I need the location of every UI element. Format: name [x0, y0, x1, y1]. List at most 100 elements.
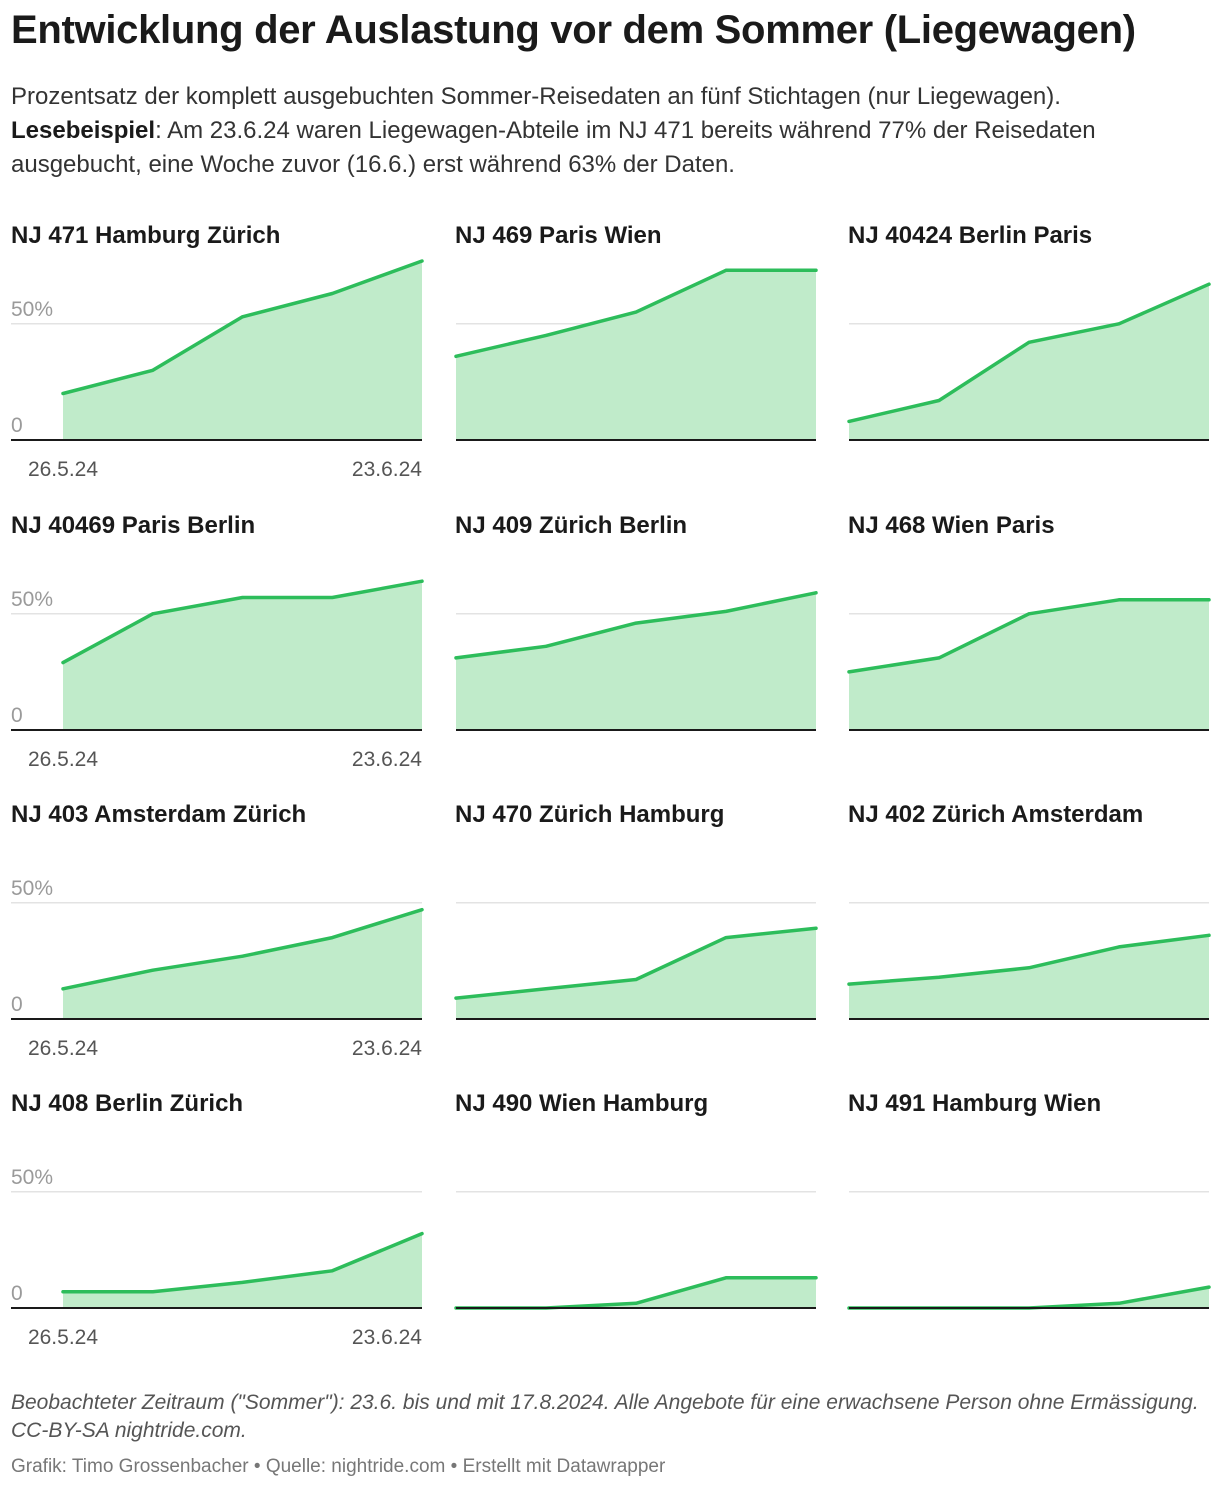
data-point — [634, 1301, 638, 1305]
area-chart: 50% 026.5.24 23.6.24 — [11, 579, 424, 771]
area-chart — [454, 591, 818, 731]
data-point — [1207, 598, 1211, 602]
subtitle-reading-example-text: : Am 23.6.24 waren Liegewagen-Abteile im… — [11, 117, 1096, 178]
x-tick-label: 26.5.24 — [28, 458, 98, 481]
data-point — [61, 987, 65, 991]
data-point — [847, 982, 851, 986]
data-point — [1117, 945, 1121, 949]
subtitle-reading-example-label: Lesebeispiel — [11, 117, 156, 144]
data-point — [151, 968, 155, 972]
data-point — [814, 926, 818, 930]
byline-separator: • — [445, 1456, 463, 1477]
footer-note: Beobachteter Zeitraum ("Sommer"): 23.6. … — [11, 1391, 1199, 1442]
data-point — [544, 333, 548, 337]
series-area — [456, 270, 816, 440]
data-point — [544, 987, 548, 991]
data-point — [420, 579, 424, 583]
data-point — [1117, 1301, 1121, 1305]
data-point — [420, 908, 424, 912]
data-point — [544, 644, 548, 648]
data-point — [241, 315, 244, 319]
data-point — [847, 670, 851, 674]
data-point — [1117, 598, 1121, 602]
data-point — [1207, 282, 1211, 286]
data-point — [724, 609, 728, 613]
data-point — [241, 596, 244, 599]
data-point — [330, 1269, 334, 1273]
chart-panel: 50% 0 26.5.24 23.6.24 NJ 403 Amsterdam Züric… — [11, 801, 424, 1081]
data-point — [241, 1280, 244, 1284]
y-tick-label: 50% — [11, 877, 53, 900]
chart-panel: NJ 490 Wien Hamburg — [454, 1090, 835, 1370]
panel-title: NJ 408 Berlin Zürich — [11, 1090, 244, 1117]
area-chart — [847, 1191, 1211, 1310]
chart-panel: 50% 0 26.5.24 23.6.24 NJ 40469 Paris Berlin — [11, 512, 424, 792]
byline-separator: • — [248, 1456, 266, 1477]
series-area — [456, 1277, 816, 1308]
x-tick-label: 23.6.24 — [352, 1326, 422, 1349]
data-point — [634, 978, 638, 981]
chart-panel: NJ 40424 Berlin Paris — [847, 222, 1220, 502]
y-tick-label: 50% — [11, 298, 53, 321]
panel-title: NJ 490 Wien Hamburg — [455, 1090, 709, 1117]
panel-title: NJ 468 Wien Paris — [848, 512, 1055, 539]
chart-panel: NJ 468 Wien Paris — [847, 512, 1220, 792]
series-area — [849, 1287, 1209, 1308]
area-chart: 50% 026.5.24 23.6.24 — [11, 1166, 424, 1349]
chart-panel: NJ 491 Hamburg Wien — [847, 1090, 1220, 1370]
y-tick-label: 0 — [11, 1282, 23, 1305]
y-tick-label: 0 — [11, 414, 23, 437]
data-point — [1207, 933, 1211, 937]
area-chart — [454, 268, 818, 441]
data-point — [61, 1290, 65, 1294]
y-tick-label: 0 — [11, 993, 23, 1016]
y-tick-label: 50% — [11, 588, 53, 611]
series-area — [849, 599, 1209, 730]
y-tick-label: 50% — [11, 1166, 53, 1189]
tool-text: Erstellt mit Datawrapper — [462, 1456, 666, 1477]
area-chart — [454, 1191, 818, 1310]
data-point — [724, 936, 728, 940]
data-point — [1027, 340, 1031, 344]
data-point — [61, 661, 65, 665]
data-point — [634, 621, 638, 625]
data-point — [724, 1276, 728, 1280]
subtitle-intro: Prozentsatz der komplett ausgebuchten So… — [11, 83, 1061, 110]
data-point — [151, 1290, 155, 1294]
data-point — [1207, 1285, 1211, 1289]
area-chart: 50% 026.5.24 23.6.24 — [11, 259, 424, 481]
area-chart — [847, 598, 1211, 731]
page-title: Entwicklung der Auslastung vor dem Somme… — [11, 8, 1136, 52]
footer-byline: Grafik: Timo Grossenbacher • Quelle: nig… — [11, 1456, 1206, 1478]
data-point — [420, 1232, 424, 1236]
data-point — [61, 392, 65, 395]
series-area — [456, 592, 816, 730]
credit-text: Grafik: Timo Grossenbacher — [11, 1456, 249, 1477]
source-text: Quelle: nightride.com — [265, 1456, 446, 1477]
series-area — [63, 261, 422, 440]
data-point — [814, 591, 818, 595]
chart-panel: 50% 0 26.5.24 23.6.24 NJ 408 Berlin Zürich — [11, 1090, 424, 1370]
panel-title: NJ 470 Zürich Hamburg — [455, 801, 725, 828]
chart-panel: 50% 0 26.5.24 23.6.24 NJ 471 Hamburg Zürich — [11, 222, 424, 502]
data-point — [1027, 966, 1031, 970]
data-point — [330, 596, 334, 599]
x-tick-label: 23.6.24 — [352, 458, 422, 481]
data-point — [241, 954, 244, 958]
area-chart — [847, 902, 1211, 1020]
chart-panel: NJ 409 Zürich Berlin — [454, 512, 835, 792]
data-point — [330, 292, 334, 295]
y-tick-label: 0 — [11, 704, 23, 727]
data-point — [814, 1276, 818, 1280]
chart-panel: NJ 470 Zürich Hamburg — [454, 801, 835, 1081]
data-point — [151, 612, 155, 616]
data-point — [937, 975, 941, 979]
panel-title: NJ 40469 Paris Berlin — [11, 512, 256, 539]
panel-title: NJ 403 Amsterdam Zürich — [11, 801, 307, 828]
panel-title: NJ 402 Zürich Amsterdam — [848, 801, 1144, 828]
data-point — [937, 656, 941, 660]
area-chart: 50% 026.5.24 23.6.24 — [11, 877, 424, 1060]
x-tick-label: 26.5.24 — [28, 1037, 98, 1060]
panel-title: NJ 471 Hamburg Zürich — [11, 222, 281, 249]
